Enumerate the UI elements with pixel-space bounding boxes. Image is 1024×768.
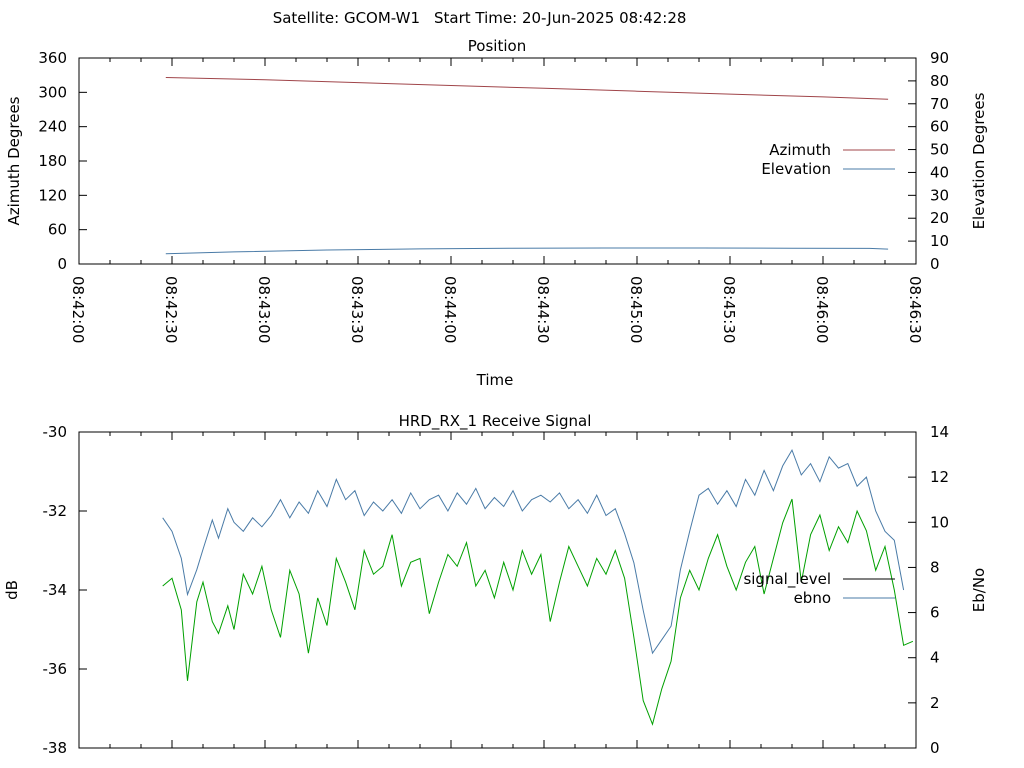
position-x-tick-label: 08:43:30 [348,276,366,343]
position-legend-label-azimuth: Azimuth [769,141,831,159]
position-x-tick-label: 08:44:30 [534,276,552,343]
position-x-tick-label: 08:46:00 [813,276,831,343]
position-x-tick-label: 08:43:00 [255,276,273,343]
position-x-tick-label: 08:42:00 [69,276,87,343]
receive-signal-y-tick-label: -30 [43,423,68,441]
position-y2-tick-label: 90 [930,49,949,67]
start-time-label: Start Time: 20-Jun-2025 08:42:28 [434,9,686,27]
position-y-tick-label: 180 [38,152,67,170]
position-x-axis-label: Time [476,371,514,389]
receive-signal-y-tick-label: -36 [43,660,68,678]
receive-signal-y2-tick-label: 10 [930,513,949,531]
receive-signal-legend-label-signal-level: signal_level [743,570,831,589]
position-y2-tick-label: 40 [930,163,949,181]
position-y2-tick-label: 50 [930,141,949,159]
receive-signal-chart-title: HRD_RX_1 Receive Signal [399,412,592,431]
receive-signal-y2-tick-label: 12 [930,468,949,486]
receive-signal-series-signal-level-line [162,498,914,726]
position-x-tick-label: 08:45:30 [720,276,738,343]
receive-signal-chart: HRD_RX_1 Receive Signal -38-36-34-32-30 … [3,412,988,757]
position-y2-tick-label: 80 [930,72,949,90]
position-series-azimuth-line [165,77,889,100]
position-y2-tick-label: 20 [930,209,949,227]
position-chart: Position 0 60 120 180 240 300 360 0 10 20 30 40 50 6… [5,37,988,389]
receive-signal-y2-tick-label: 6 [930,604,940,622]
position-y2-tick-label: 60 [930,118,949,136]
position-legend-label-elevation: Elevation [761,160,831,178]
position-x-tick-label: 08:42:30 [162,276,180,343]
receive-signal-legend-label-ebno: ebno [794,589,831,607]
position-y-tick-label: 0 [57,255,67,273]
position-y2-tick-label: 10 [930,232,949,250]
position-x-tick-label: 08:46:30 [906,276,924,343]
position-y-tick-label: 300 [38,83,67,101]
receive-signal-y2-tick-label: 0 [930,739,940,757]
receive-signal-y2-tick-label: 4 [930,649,940,667]
receive-signal-series-ebno-line [162,448,905,655]
receive-signal-y2-axis-label: Eb/No [970,568,988,612]
satellite-label: Satellite: GCOM-W1 [273,9,420,27]
position-y-axis-label: Azimuth Degrees [5,96,23,225]
position-chart-title: Position [468,37,526,55]
position-y2-tick-label: 30 [930,186,949,204]
position-y-tick-label: 240 [38,118,67,136]
position-x-tick-label: 08:45:00 [627,276,645,343]
position-y2-tick-label: 0 [930,255,940,273]
position-series-elevation-line [165,247,889,255]
receive-signal-y2-tick-label: 8 [930,558,940,576]
position-y-tick-label: 360 [38,49,67,67]
receive-signal-y2-tick-label: 2 [930,694,940,712]
receive-signal-y-tick-label: -34 [43,581,68,599]
receive-signal-y-tick-label: -38 [43,739,68,757]
position-y2-axis-label: Elevation Degrees [970,92,988,229]
position-y-tick-label: 60 [48,221,67,239]
position-y-tick-label: 120 [38,186,67,204]
position-x-tick-label: 08:44:00 [441,276,459,343]
receive-signal-y-axis-label: dB [3,580,21,600]
receive-signal-y-tick-label: -32 [43,502,68,520]
receive-signal-y2-tick-label: 14 [930,423,949,441]
position-y2-tick-label: 70 [930,95,949,113]
